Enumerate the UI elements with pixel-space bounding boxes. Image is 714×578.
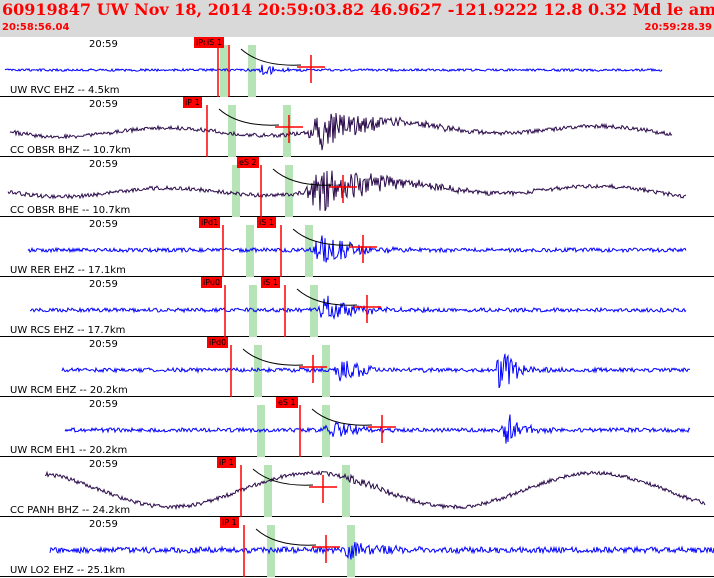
seismogram-plot <box>0 285 714 337</box>
waveform-trace <box>29 295 687 321</box>
station-label: CC OBSR BHZ -- 10.7km <box>10 145 131 156</box>
trace-panel[interactable]: iPu0 iS 1 20:59 UW RCS EHZ -- 17.7km <box>0 277 714 337</box>
pick-label[interactable]: iS 1 <box>205 37 224 48</box>
phase-window <box>267 525 275 577</box>
station-label: UW RCS EHZ -- 17.7km <box>10 325 126 336</box>
time-label: 20:59 <box>89 279 118 290</box>
time-label: 20:59 <box>89 399 118 410</box>
pick-label[interactable]: iPu0 <box>201 277 223 288</box>
pick-label[interactable]: eS 1 <box>276 397 298 408</box>
trace-panel[interactable]: iPd0iS 1 20:59 UW RVC EHZ -- 4.5km <box>0 37 714 97</box>
phase-window <box>246 225 254 277</box>
seismogram-plot <box>0 525 714 577</box>
trace-panel[interactable]: iP 1 20:59 CC PANH BHZ -- 24.2km <box>0 457 714 517</box>
phase-window <box>310 285 318 337</box>
waveform-trace <box>49 541 714 560</box>
pick-label[interactable]: iP 1 <box>217 457 236 468</box>
station-label: UW RER EHZ -- 17.1km <box>10 265 126 276</box>
waveform-trace <box>44 469 706 511</box>
window-start-time: 20:58:56.04 <box>2 22 70 33</box>
time-label: 20:59 <box>89 99 118 110</box>
station-label: UW LO2 EHZ -- 25.1km <box>10 565 126 576</box>
trace-panel[interactable]: iPd0 20:59 UW RCM EHZ -- 20.2km <box>0 337 714 397</box>
phase-window <box>322 405 330 457</box>
seismogram-plot <box>0 405 714 457</box>
station-label: UW RCM EH1 -- 20.2km <box>10 445 128 456</box>
time-label: 20:59 <box>89 519 118 530</box>
trace-panel[interactable]: iPd1 iS 1 20:59 UW RER EHZ -- 17.1km <box>0 217 714 277</box>
phase-window <box>264 465 272 517</box>
pick-label[interactable]: iPd0 <box>207 337 229 348</box>
time-label: 20:59 <box>89 339 118 350</box>
seismogram-plot <box>0 465 714 517</box>
time-label: 20:59 <box>89 159 118 170</box>
pick-label[interactable]: iP 1 <box>183 97 202 108</box>
arrival-curve <box>311 408 373 426</box>
phase-window <box>254 345 262 397</box>
seismogram-plot <box>0 45 714 97</box>
seismogram-plot <box>0 225 714 277</box>
trace-panel[interactable]: iP 1 20:59 CC OBSR BHZ -- 10.7km <box>0 97 714 157</box>
phase-window <box>220 45 228 97</box>
phase-window <box>285 165 293 217</box>
pick-label[interactable]: iS 1 <box>257 217 276 228</box>
waveform-trace <box>64 414 691 444</box>
arrival-curve <box>296 288 358 306</box>
phase-window <box>283 105 291 157</box>
seismogram-plot <box>0 105 714 157</box>
phase-window <box>248 45 256 97</box>
trace-panel[interactable]: iP 1 20:59 UW LO2 EHZ -- 25.1km <box>0 517 714 577</box>
phase-window <box>347 525 355 577</box>
event-header: 60919847 UW Nov 18, 2014 20:59:03.82 46.… <box>0 0 714 37</box>
phase-window <box>232 165 240 217</box>
station-label: CC PANH BHZ -- 24.2km <box>10 505 131 516</box>
time-label: 20:59 <box>89 39 118 50</box>
arrival-curve <box>240 48 302 66</box>
time-label: 20:59 <box>89 219 118 230</box>
time-label: 20:59 <box>89 459 118 470</box>
window-end-time: 20:59:28.39 <box>644 22 712 33</box>
trace-panel[interactable]: eS 1 20:59 UW RCM EH1 -- 20.2km <box>0 397 714 457</box>
arrival-curve <box>272 168 334 186</box>
station-label: CC OBSR BHE -- 10.7km <box>10 205 131 216</box>
pick-label[interactable]: eS 2 <box>237 157 259 168</box>
seismogram-plot <box>0 345 714 397</box>
pick-label[interactable]: iP 1 <box>220 517 239 528</box>
event-title: 60919847 UW Nov 18, 2014 20:59:03.82 46.… <box>2 0 714 19</box>
pick-label[interactable]: iPd1 <box>199 217 221 228</box>
station-label: UW RCM EHZ -- 20.2km <box>10 385 128 396</box>
pick-label[interactable]: iPd0 <box>194 37 216 48</box>
trace-panel[interactable]: eS 2 20:59 CC OBSR BHE -- 10.7km <box>0 157 714 217</box>
arrival-curve <box>255 528 317 546</box>
arrival-curve <box>292 228 354 246</box>
waveform-trace <box>4 64 663 76</box>
waveform-trace <box>7 170 687 212</box>
station-label: UW RVC EHZ -- 4.5km <box>10 85 120 96</box>
phase-window <box>342 465 350 517</box>
phase-window <box>228 105 236 157</box>
waveform-trace <box>9 112 673 151</box>
arrival-curve <box>218 108 280 126</box>
waveform-trace <box>61 353 691 389</box>
phase-window <box>249 285 257 337</box>
seismogram-plot <box>0 165 714 217</box>
arrival-curve <box>252 468 314 486</box>
phase-window <box>305 225 313 277</box>
waveform-trace <box>27 235 687 263</box>
arrival-curve <box>242 348 304 366</box>
pick-label[interactable]: iS 1 <box>261 277 280 288</box>
